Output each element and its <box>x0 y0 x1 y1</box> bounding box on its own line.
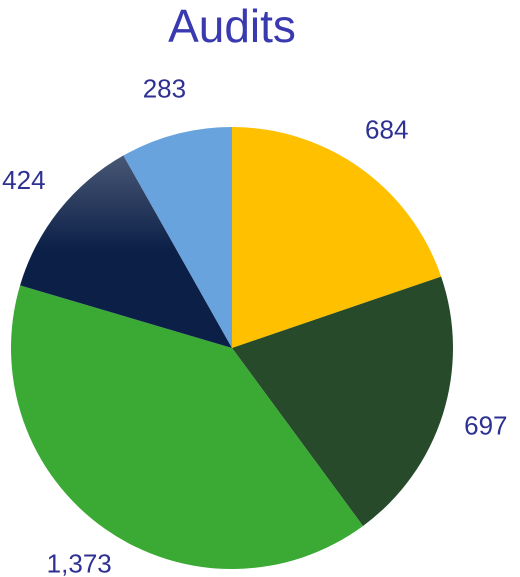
value-label: 283 <box>143 74 186 104</box>
pie-slice <box>11 285 364 569</box>
value-label: 684 <box>365 115 408 145</box>
chart-title: Audits <box>168 0 296 52</box>
pie-slice <box>232 276 453 526</box>
value-label: 424 <box>2 165 45 195</box>
pie-slice <box>232 127 442 348</box>
value-label: 697 <box>464 410 507 440</box>
slice-shade <box>20 155 233 348</box>
pie-slice <box>123 127 232 348</box>
value-label: 1,373 <box>47 549 112 577</box>
